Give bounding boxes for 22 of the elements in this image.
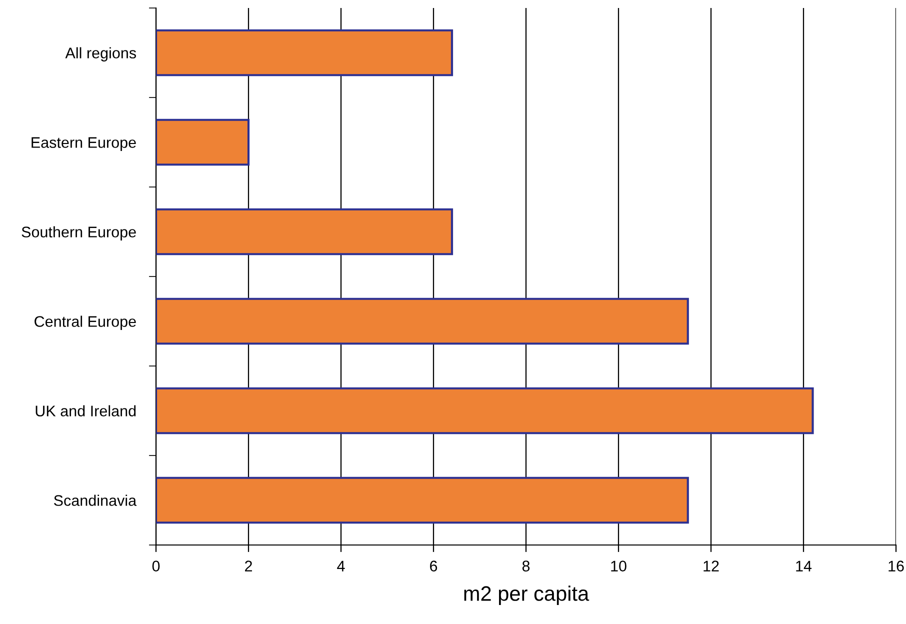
bar <box>156 476 689 524</box>
x-tick-label: 0 <box>152 560 160 572</box>
x-tick-label: 14 <box>796 560 812 572</box>
x-tick-label: 16 <box>888 560 904 572</box>
x-tick-label: 4 <box>337 560 345 572</box>
x-tick-label: 6 <box>430 560 438 572</box>
y-tick-label: Central Europe <box>34 316 136 330</box>
bar <box>156 29 454 76</box>
y-tick-label: UK and Ireland <box>36 405 136 416</box>
bar <box>156 387 814 434</box>
x-axis-title: m2 per capita <box>464 586 590 606</box>
bar <box>156 208 454 256</box>
bar <box>156 118 250 166</box>
x-tick-label: 2 <box>245 560 252 572</box>
bar <box>156 298 689 345</box>
x-tick-label: 8 <box>522 560 530 572</box>
y-tick-label: All regions <box>65 47 136 62</box>
x-tick-label: 12 <box>704 560 719 572</box>
y-tick-label: Southern Europe <box>22 226 136 240</box>
x-tick-label: 10 <box>611 560 626 572</box>
y-tick-label: Scandinavia <box>54 494 137 506</box>
y-tick-label: Eastern Europe <box>32 137 136 151</box>
